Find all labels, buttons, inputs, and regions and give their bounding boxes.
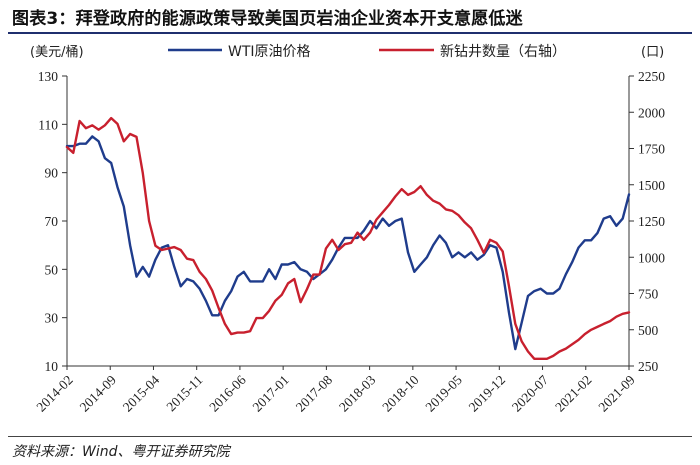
x-axis-tick-label: 2017-01 [250, 372, 292, 414]
x-axis-tick-label: 2018-03 [336, 372, 379, 415]
x-axis-tick-label: 2019-05 [422, 372, 465, 415]
chart-axes: 10 30 50 70 90 110 130 250 500 750 1000 1250 1500 175… [33, 69, 665, 415]
x-axis-tick-label: 2015-11 [163, 372, 205, 414]
right-axis-tick-label: 1000 [638, 250, 665, 265]
chart-legend: WTI原油价格 新钻井数量（右轴） [168, 44, 566, 60]
source-note: 资料来源：Wind、粤开证券研究院 [12, 444, 230, 460]
right-axis-tick-label: 2000 [638, 105, 665, 120]
left-axis-tick-label: 10 [45, 359, 59, 374]
legend-label-rigs: 新钻井数量（右轴） [440, 44, 566, 60]
legend-label-wti: WTI原油价格 [228, 44, 311, 60]
x-axis-tick-label: 2014-02 [33, 372, 75, 414]
left-axis-tick-label: 30 [45, 311, 59, 326]
left-axis-tick-label: 70 [45, 214, 59, 229]
title-divider [8, 32, 692, 34]
right-axis-tick-label: 2250 [638, 69, 665, 84]
chart-title: 图表3：拜登政府的能源政策导致美国页岩油企业资本开支意愿低迷 [12, 9, 523, 29]
line-chart: 10 30 50 70 90 110 130 250 500 750 1000 1250 1500 175… [30, 44, 665, 415]
right-axis-tick-label: 500 [638, 323, 659, 338]
right-axis-tick-label: 1250 [638, 214, 665, 229]
right-axis-unit: (口) [641, 45, 664, 60]
right-axis-tick-label: 750 [638, 287, 659, 302]
right-axis-tick-label: 250 [638, 359, 659, 374]
x-axis-tick-label: 2014-09 [77, 372, 120, 415]
left-axis-unit: (美元/桶) [30, 45, 84, 60]
x-axis-tick-label: 2021-09 [595, 372, 638, 415]
footer-divider [8, 436, 692, 437]
x-axis-tick-label: 2020-07 [509, 372, 552, 415]
x-axis-tick-label: 2017-08 [293, 372, 336, 415]
left-axis-tick-label: 130 [38, 69, 59, 84]
x-axis-tick-label: 2015-04 [120, 372, 163, 415]
right-axis-tick-label: 1750 [638, 142, 665, 157]
x-axis-tick-label: 2018-10 [379, 372, 422, 415]
series-layer [65, 116, 631, 360]
left-axis-tick-label: 50 [45, 262, 59, 277]
x-axis-tick-label: 2019-12 [466, 372, 508, 414]
new-rigs-line [65, 116, 631, 360]
right-axis-tick-label: 1500 [638, 178, 665, 193]
left-axis-tick-label: 90 [45, 166, 59, 181]
x-axis-tick-label: 2016-06 [206, 372, 249, 415]
x-axis-tick-label: 2021-02 [552, 372, 594, 414]
left-axis-tick-label: 110 [38, 117, 58, 132]
